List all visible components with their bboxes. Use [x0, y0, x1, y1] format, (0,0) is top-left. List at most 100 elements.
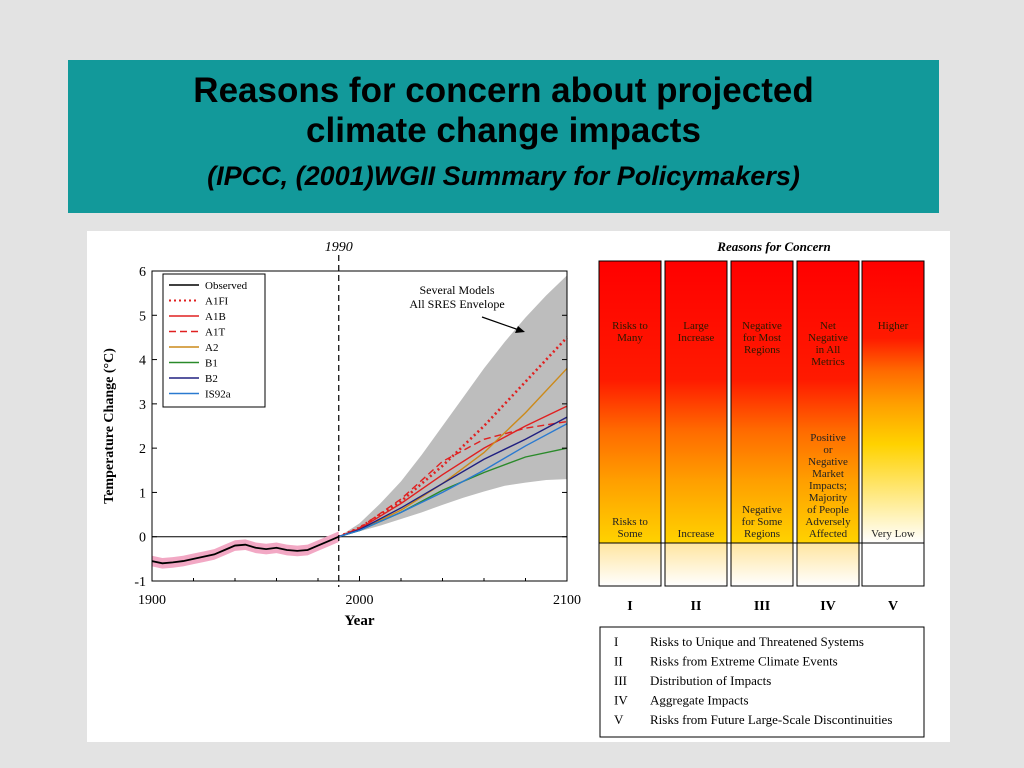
- y-tick-label: 3: [139, 398, 146, 413]
- y-axis-label: Temperature Change (°C): [102, 348, 117, 504]
- envelope-annotation-line-2: All SRES Envelope: [409, 297, 504, 311]
- page-title-line-1: Reasons for concern about projected: [193, 71, 814, 110]
- concern-bottom-label: Majority: [809, 492, 848, 504]
- concern-column-base: [796, 542, 860, 587]
- temperature-chart: 1990 -1 0 1 2 3 4 5 6 1900 2000 2100 Year Temperature…: [102, 240, 581, 629]
- series-a1b-line: [338, 405, 568, 538]
- y-tick-label: 0: [139, 531, 146, 546]
- concern-legend: I Risks to Unique and Threatened Systems I…: [599, 626, 925, 738]
- series-observed-line: [151, 535, 340, 565]
- concern-legend-numeral: I: [614, 634, 618, 649]
- concern-top-label: for Most: [743, 332, 781, 344]
- legend-label: B1: [205, 358, 218, 370]
- concern-legend-numeral: II: [614, 654, 623, 669]
- concern-bottom-label: Risks to: [612, 516, 648, 528]
- observed-variability-band: [152, 531, 339, 569]
- concern-bottom-label: Some: [617, 528, 642, 540]
- concern-legend-numeral: IV: [614, 693, 628, 708]
- concern-bottom-label: Negative: [808, 456, 848, 468]
- figure-panel: 1990 -1 0 1 2 3 4 5 6 1900 2000 2100 Year Temperature…: [87, 231, 950, 742]
- concern-numeral: II: [691, 599, 702, 614]
- concern-top-label: Higher: [878, 320, 909, 332]
- figure-svg: 1990 -1 0 1 2 3 4 5 6 1900 2000 2100 Year Temperature…: [102, 239, 925, 738]
- concern-numeral: III: [754, 599, 770, 614]
- concern-bottom-label: Impacts;: [809, 480, 847, 492]
- legend-label: A1B: [205, 311, 226, 323]
- concern-bottom-label: or: [823, 444, 833, 456]
- concern-bottom-label: of People: [807, 504, 849, 516]
- concern-bottom-label: Positive: [810, 432, 846, 444]
- y-tick-label: 1: [139, 486, 146, 501]
- concern-top-label: Negative: [742, 320, 782, 332]
- concern-column-bar: [861, 260, 925, 544]
- sres-envelope: [338, 275, 567, 537]
- concern-legend-numeral: V: [614, 712, 624, 727]
- concern-top-label: Large: [683, 320, 709, 332]
- legend-label: B2: [205, 373, 218, 385]
- chart-legend: Observed A1FI A1B A1T A2 B1 B2 IS92a: [162, 273, 266, 408]
- series-a1fi-line: [338, 336, 568, 538]
- concern-numeral: I: [627, 599, 632, 614]
- annotation-arrow-head: [515, 326, 525, 333]
- x-tick-label: 1900: [138, 593, 166, 608]
- y-tick-label: 4: [139, 354, 146, 369]
- title-banner: Reasons for concern about projected clim…: [68, 60, 939, 213]
- x-axis-label: Year: [345, 613, 375, 629]
- concern-column-base: [664, 542, 728, 587]
- envelope-annotation-line-1: Several Models: [420, 283, 495, 297]
- concern-top-label: Risks to: [612, 320, 648, 332]
- series-is92a-line: [338, 423, 568, 538]
- concern-bottom-label: Affected: [809, 528, 848, 540]
- concern-column-base: [598, 542, 662, 587]
- concern-bottom-label: for Some: [742, 516, 783, 528]
- x-tick-label: 2100: [553, 593, 581, 608]
- concern-column-base: [730, 542, 794, 587]
- y-tick-label: 2: [139, 442, 146, 457]
- concern-numeral: V: [888, 599, 898, 614]
- series-a1t-line: [338, 420, 568, 538]
- concern-top-label: Many: [617, 332, 643, 344]
- concern-top-label: Increase: [678, 332, 715, 344]
- concern-bottom-label: Market: [812, 468, 844, 480]
- concern-bottom-label: Very Low: [871, 528, 915, 540]
- concern-legend-text: Risks from Extreme Climate Events: [650, 654, 838, 669]
- concern-top-label: Regions: [744, 344, 780, 356]
- concern-legend-box: [599, 626, 925, 738]
- legend-box: [162, 273, 266, 408]
- concern-column-bar: [598, 260, 662, 544]
- y-tick-label: 6: [139, 265, 146, 280]
- page-title-line-2: climate change impacts: [306, 111, 701, 150]
- legend-label: A1T: [205, 327, 225, 339]
- legend-label: A2: [205, 342, 218, 354]
- concern-legend-text: Aggregate Impacts: [650, 693, 749, 708]
- concern-legend-text: Distribution of Impacts: [650, 673, 771, 688]
- marker-1990-label: 1990: [325, 240, 353, 255]
- concern-column-v: Higher Very Low V: [861, 260, 925, 614]
- concern-top-label: Net: [820, 320, 836, 332]
- concern-column-base: [861, 542, 925, 587]
- concern-title: Reasons for Concern: [716, 239, 830, 254]
- concern-bottom-label: Regions: [744, 528, 780, 540]
- y-tick-label: 5: [139, 309, 146, 324]
- concern-legend-text: Risks to Unique and Threatened Systems: [650, 634, 864, 649]
- concern-numeral: IV: [820, 599, 836, 614]
- concern-top-label: Negative: [808, 332, 848, 344]
- series-b2-line: [338, 416, 568, 538]
- concern-bottom-label: Negative: [742, 504, 782, 516]
- legend-label: Observed: [205, 280, 248, 292]
- annotation-arrow-line: [481, 316, 520, 331]
- legend-label: A1FI: [205, 296, 229, 308]
- page-subtitle: (IPCC, (2001)WGII Summary for Policymake…: [207, 161, 800, 191]
- concern-legend-text: Risks from Future Large-Scale Discontinu…: [650, 712, 892, 727]
- concern-legend-numeral: III: [614, 673, 627, 688]
- y-tick-label: -1: [134, 575, 146, 590]
- concern-bottom-label: Adversely: [805, 516, 851, 528]
- concern-column-bar: [730, 260, 794, 544]
- concern-top-label: Metrics: [811, 356, 845, 368]
- x-tick-label: 2000: [346, 593, 374, 608]
